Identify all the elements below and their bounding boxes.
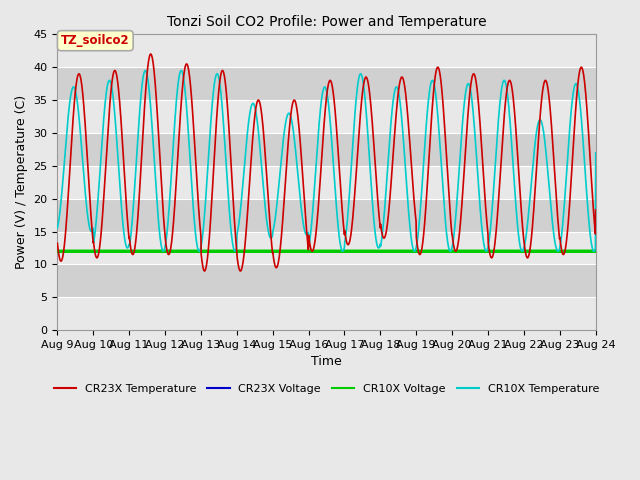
Bar <box>58 297 596 330</box>
Bar <box>58 35 596 67</box>
Bar <box>58 264 596 297</box>
X-axis label: Time: Time <box>311 355 342 369</box>
Legend: CR23X Temperature, CR23X Voltage, CR10X Voltage, CR10X Temperature: CR23X Temperature, CR23X Voltage, CR10X … <box>49 380 604 398</box>
Text: TZ_soilco2: TZ_soilco2 <box>61 34 130 47</box>
Bar <box>58 67 596 100</box>
Bar <box>58 231 596 264</box>
Bar <box>58 133 596 166</box>
Bar <box>58 100 596 133</box>
Bar <box>58 166 596 199</box>
Title: Tonzi Soil CO2 Profile: Power and Temperature: Tonzi Soil CO2 Profile: Power and Temper… <box>167 15 486 29</box>
Y-axis label: Power (V) / Temperature (C): Power (V) / Temperature (C) <box>15 95 28 269</box>
Bar <box>58 199 596 231</box>
